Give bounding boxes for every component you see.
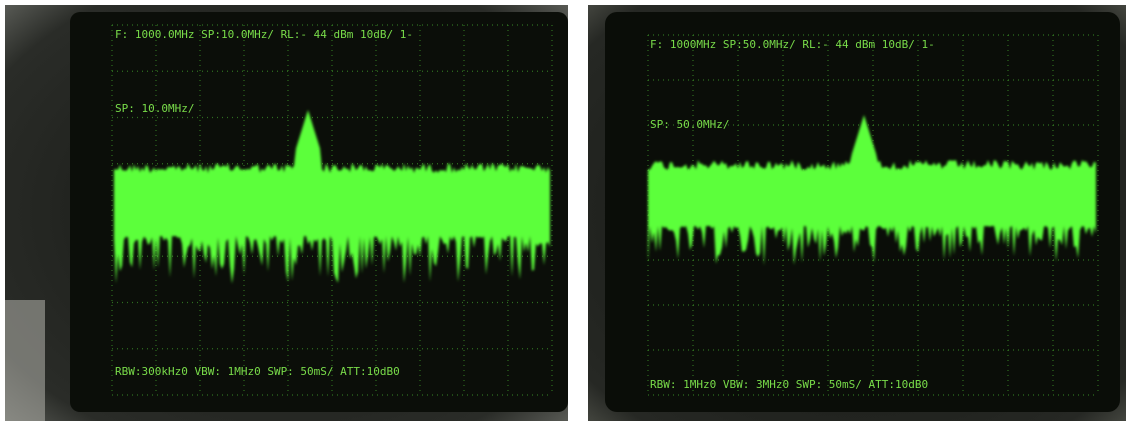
span-label: SP: 10.0MHz/ (115, 102, 194, 115)
page: {"screens": [ {"header": "F: 1000.0MHz S… (0, 0, 1126, 421)
photo-right: F: 1000MHz SP:50.0MHz/ RL:- 44 dBm 10dB/… (588, 5, 1126, 421)
footer-text: RBW: 1MHz0 VBW: 3MHz0 SWP: 50mS/ ATT:10d… (650, 378, 928, 391)
footer-text: RBW:300kHz0 VBW: 1MHz0 SWP: 50mS/ ATT:10… (115, 365, 400, 378)
header-text: F: 1000.0MHz SP:10.0MHz/ RL:- 44 dBm 10d… (115, 28, 413, 41)
photo-left: F: 1000.0MHz SP:10.0MHz/ RL:- 44 dBm 10d… (5, 5, 568, 421)
header-text: F: 1000MHz SP:50.0MHz/ RL:- 44 dBm 10dB/… (650, 38, 935, 51)
span-label: SP: 50.0MHz/ (650, 118, 729, 131)
photos: F: 1000.0MHz SP:10.0MHz/ RL:- 44 dBm 10d… (0, 0, 1126, 421)
bezel-edge (5, 300, 45, 421)
